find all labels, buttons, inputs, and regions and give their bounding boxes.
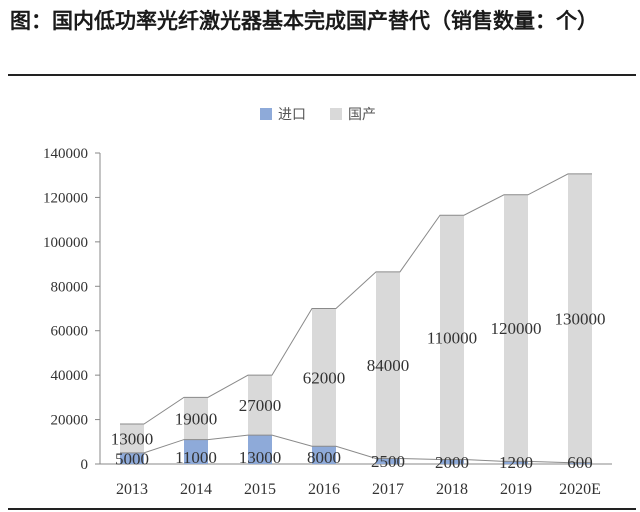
legend-label-domestic: 国产 bbox=[348, 107, 376, 123]
data-label-domestic: 27000 bbox=[239, 396, 282, 415]
y-tick-label: 80000 bbox=[51, 279, 89, 295]
y-tick-label: 120000 bbox=[43, 190, 88, 206]
data-label-domestic: 130000 bbox=[555, 309, 606, 328]
x-tick-label: 2018 bbox=[436, 481, 468, 498]
bottom-rule bbox=[8, 508, 636, 510]
data-label-import: 1200 bbox=[499, 453, 533, 472]
bar-domestic bbox=[248, 375, 272, 436]
data-label-import: 2500 bbox=[371, 452, 405, 471]
data-label-domestic: 120000 bbox=[491, 319, 542, 338]
x-tick-label: 2013 bbox=[116, 481, 148, 498]
data-label-import: 600 bbox=[567, 453, 593, 472]
legend-swatch-import bbox=[260, 108, 272, 120]
bar-import bbox=[568, 462, 592, 464]
bar-import bbox=[504, 461, 528, 464]
chart-title: 图：国内低功率光纤激光器基本完成国产替代（销售数量：个） bbox=[10, 9, 598, 33]
bar-domestic bbox=[312, 308, 336, 447]
bar-import bbox=[312, 446, 336, 464]
bar-import bbox=[248, 435, 272, 464]
title-rule bbox=[8, 74, 636, 76]
bar-domestic bbox=[120, 424, 144, 453]
bar-domestic bbox=[504, 194, 528, 462]
legend-item-import: 进口 bbox=[260, 104, 306, 124]
bar-import bbox=[376, 458, 400, 464]
x-tick-label: 2015 bbox=[244, 481, 276, 498]
legend-item-domestic: 国产 bbox=[330, 104, 376, 124]
bar-import bbox=[120, 452, 144, 464]
data-label-import: 2000 bbox=[435, 453, 469, 472]
bar-domestic bbox=[440, 215, 464, 460]
data-label-import: 11000 bbox=[175, 448, 217, 467]
legend-swatch-domestic bbox=[330, 108, 342, 120]
x-tick-label: 2017 bbox=[372, 481, 404, 498]
bar-import bbox=[440, 459, 464, 464]
data-label-domestic: 110000 bbox=[427, 328, 477, 347]
y-tick-label: 20000 bbox=[51, 413, 89, 429]
legend: 进口 国产 bbox=[260, 104, 394, 124]
bar-domestic bbox=[568, 173, 592, 463]
trend-line-import bbox=[120, 434, 592, 464]
data-label-domestic: 13000 bbox=[111, 429, 154, 448]
data-label-domestic: 62000 bbox=[303, 368, 346, 387]
bar-import bbox=[184, 439, 208, 464]
x-tick-label: 2019 bbox=[500, 481, 532, 498]
y-tick-label: 100000 bbox=[43, 235, 88, 251]
y-tick-label: 60000 bbox=[51, 324, 89, 340]
data-label-domestic: 84000 bbox=[367, 356, 410, 375]
data-label-import: 5000 bbox=[115, 449, 149, 468]
x-tick-label: 2016 bbox=[308, 481, 340, 498]
y-tick-label: 0 bbox=[81, 457, 89, 473]
data-label-import: 13000 bbox=[239, 448, 282, 467]
x-tick-label: 2020E bbox=[559, 481, 601, 498]
y-tick-label: 140000 bbox=[43, 146, 88, 162]
y-tick-label: 40000 bbox=[51, 368, 89, 384]
data-label-import: 8000 bbox=[307, 448, 341, 467]
data-label-domestic: 19000 bbox=[175, 409, 218, 428]
bar-domestic bbox=[376, 271, 400, 459]
trend-line-total bbox=[120, 173, 592, 425]
x-tick-label: 2014 bbox=[180, 481, 212, 498]
bar-domestic bbox=[184, 397, 208, 440]
legend-label-import: 进口 bbox=[278, 107, 306, 123]
